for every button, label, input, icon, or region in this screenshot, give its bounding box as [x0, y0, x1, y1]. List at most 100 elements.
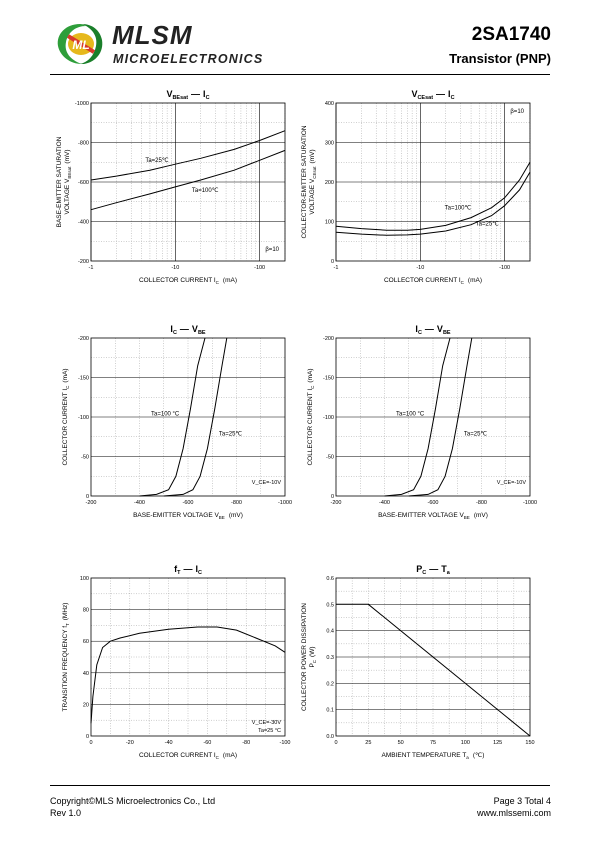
y-axis-label-line: BASE-EMITTER SATURATION	[56, 136, 63, 227]
x-tick-label: -80	[242, 740, 250, 746]
x-tick-label: -800	[476, 500, 487, 506]
y-tick-label: -150	[323, 376, 334, 382]
title-sub: BE	[443, 330, 451, 336]
y-axis-label-unit: (MHz)	[62, 603, 69, 621]
chart-pc-ta: PC — Ta 0 25 50 75 100 125 150 0.0 0.1 0.2 0.3 0.4 0.5 0…	[300, 560, 560, 780]
title-sub: C	[198, 570, 202, 576]
title-sub: BEsat	[172, 95, 188, 101]
y-axis-label-line: COLLECTOR-EMITTER SATURATION	[301, 125, 308, 238]
x-tick-label: 125	[493, 740, 502, 746]
y-axis-label-unit: (mV)	[64, 150, 71, 164]
series-line	[163, 337, 228, 497]
y-axis-label-line: P	[309, 663, 316, 667]
x-axis-label: BASE-EMITTER VOLTAGE VBE (mV)	[133, 512, 243, 520]
annotation: β=10	[510, 109, 524, 115]
x-tick-label: 75	[430, 740, 436, 746]
x-tick-label: -100	[279, 740, 290, 746]
title-part: f	[174, 564, 178, 574]
y-tick-label: -800	[78, 141, 89, 147]
title-sub: C	[451, 95, 455, 101]
y-axis-label-line: VOLTAGE V	[64, 178, 71, 215]
y-tick-label: 100	[80, 576, 89, 582]
title-part: I	[448, 89, 451, 99]
annotation: V_CE=-10V	[497, 480, 527, 486]
y-tick-label: -200	[323, 336, 334, 342]
x-axis-label-sub: BE	[219, 515, 225, 520]
plot-frame	[90, 102, 286, 262]
series-label: Ta=25℃	[464, 431, 488, 437]
title-dash: —	[436, 89, 445, 99]
x-axis-label-main: BASE-EMITTER VOLTAGE V	[133, 512, 219, 519]
y-tick-label: 0.0	[326, 734, 334, 740]
x-tick-label: -1	[89, 265, 94, 271]
title-sub: BE	[198, 330, 206, 336]
y-axis-label-main: COLLECTOR CURRENT I	[307, 389, 314, 466]
title-sub: a	[447, 570, 451, 576]
device-type: Transistor (PNP)	[449, 51, 551, 66]
chart-title: VBEsat — IC	[166, 89, 209, 101]
mlsm-logo-icon: ML	[57, 24, 103, 64]
title-sub: T	[177, 570, 181, 576]
y-axis-label-line: COLLECTOR POWER DISSIPATION	[301, 603, 308, 711]
y-tick-label: 0.5	[326, 602, 334, 608]
x-axis-label-main: COLLECTOR CURRENT I	[139, 752, 216, 759]
y-tick-label: -50	[81, 455, 89, 461]
y-axis-label-sub: C	[310, 385, 315, 389]
plot-frame	[335, 337, 531, 497]
x-axis-label-main: COLLECTOR CURRENT I	[139, 277, 216, 284]
part-number: 2SA1740	[471, 24, 551, 45]
x-tick-label: 150	[525, 740, 534, 746]
x-tick-label: -1000	[523, 500, 537, 506]
x-tick-label: -400	[379, 500, 390, 506]
footer-copyright: Copyright©MLS Microelectronics Co., Ltd	[50, 796, 216, 806]
y-tick-label: 300	[325, 141, 334, 147]
plot-frame	[90, 577, 286, 737]
y-axis-label-sub: BEsat	[67, 166, 72, 179]
y-axis-label: BASE-EMITTER SATURATIONVOLTAGE VBEsat (mV…	[56, 136, 72, 227]
y-axis-label-unit: (mV)	[309, 149, 316, 163]
y-tick-label: 60	[83, 639, 89, 645]
series-label: Ta=25℃	[219, 431, 243, 437]
y-axis-label-unit: (mA)	[62, 368, 69, 382]
y-axis-label: COLLECTOR-EMITTER SATURATIONVOLTAGE VCEs…	[301, 125, 317, 238]
y-tick-label: 0.6	[326, 576, 334, 582]
title-part: I	[203, 89, 206, 99]
annotation: V_CE=-30V	[252, 720, 282, 726]
footer-divider	[50, 785, 550, 786]
page-header: ML MLSM MICROELECTRONICS 2SA1740 Transis…	[0, 0, 595, 80]
series-label: Ta=100 °C	[151, 411, 180, 417]
x-tick-label: 25	[365, 740, 371, 746]
x-axis-label: COLLECTOR CURRENT IC (mA)	[139, 752, 237, 760]
series-line	[408, 337, 473, 497]
logo-text: ML	[72, 38, 89, 52]
series-label: Ta=100℃	[192, 188, 219, 194]
x-tick-label: -600	[182, 500, 193, 506]
title-part: I	[195, 564, 198, 574]
y-tick-label: -100	[323, 415, 334, 421]
series-label: Ta=25℃	[145, 158, 169, 164]
x-axis-label-main: COLLECTOR CURRENT I	[384, 277, 461, 284]
x-tick-label: -100	[499, 265, 510, 271]
x-axis-label-sub: BE	[464, 515, 470, 520]
y-tick-label: -100	[78, 415, 89, 421]
x-axis-label: COLLECTOR CURRENT IC (mA)	[139, 277, 237, 285]
x-tick-label: -400	[134, 500, 145, 506]
y-tick-label: 0	[331, 259, 334, 265]
x-axis-label: COLLECTOR CURRENT IC (mA)	[384, 277, 482, 285]
x-axis-label-sub: C	[216, 755, 220, 760]
chart-title: VCEsat — IC	[411, 89, 454, 101]
x-axis-label-unit: (mV)	[474, 512, 488, 519]
y-tick-label: -150	[78, 376, 89, 382]
y-axis-label-sub: T	[65, 623, 70, 626]
y-tick-label: 0	[331, 494, 334, 500]
y-axis-label-sub: C	[65, 385, 70, 389]
x-axis-label: BASE-EMITTER VOLTAGE VBE (mV)	[378, 512, 488, 520]
brand-subtitle: MICROELECTRONICS	[113, 52, 264, 66]
y-tick-label: 0	[86, 494, 89, 500]
y-tick-label: 400	[325, 101, 334, 107]
title-part: V	[411, 89, 417, 99]
title-sub: CEsat	[417, 95, 433, 101]
annotation: V_CE=-10V	[252, 480, 282, 486]
y-axis-label-main: COLLECTOR CURRENT I	[62, 389, 69, 466]
chart-ic-vbe-1: IC — VBE -200 -400 -600 -800 -1000 0 -50 -100 -150-…	[55, 320, 315, 540]
